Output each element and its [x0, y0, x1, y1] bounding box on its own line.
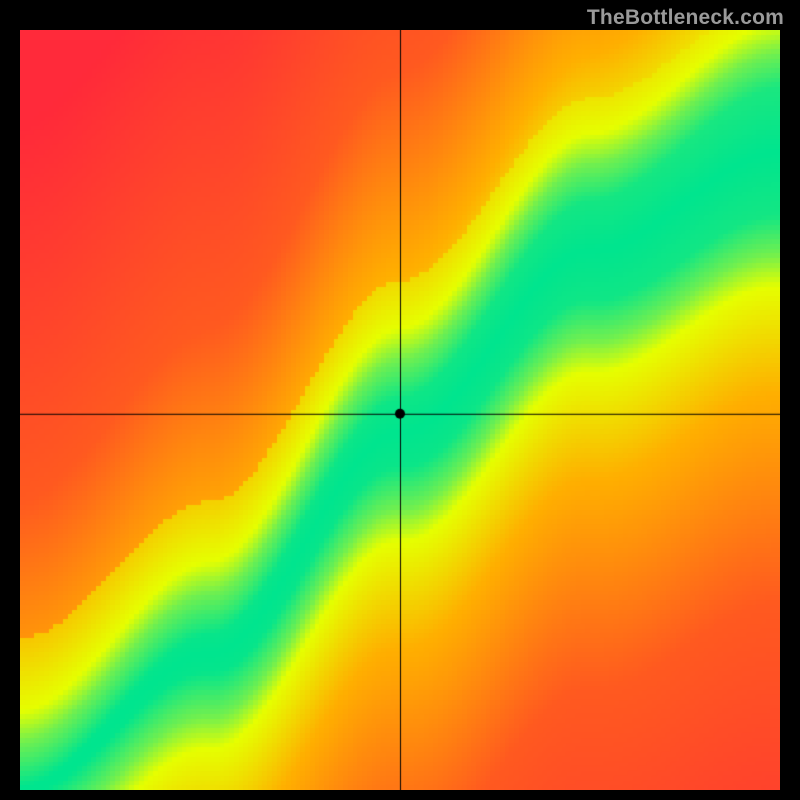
- watermark-text: TheBottleneck.com: [587, 6, 784, 30]
- heatmap-canvas: [20, 30, 780, 790]
- plot-area: [20, 30, 780, 790]
- chart-frame: TheBottleneck.com: [0, 0, 800, 800]
